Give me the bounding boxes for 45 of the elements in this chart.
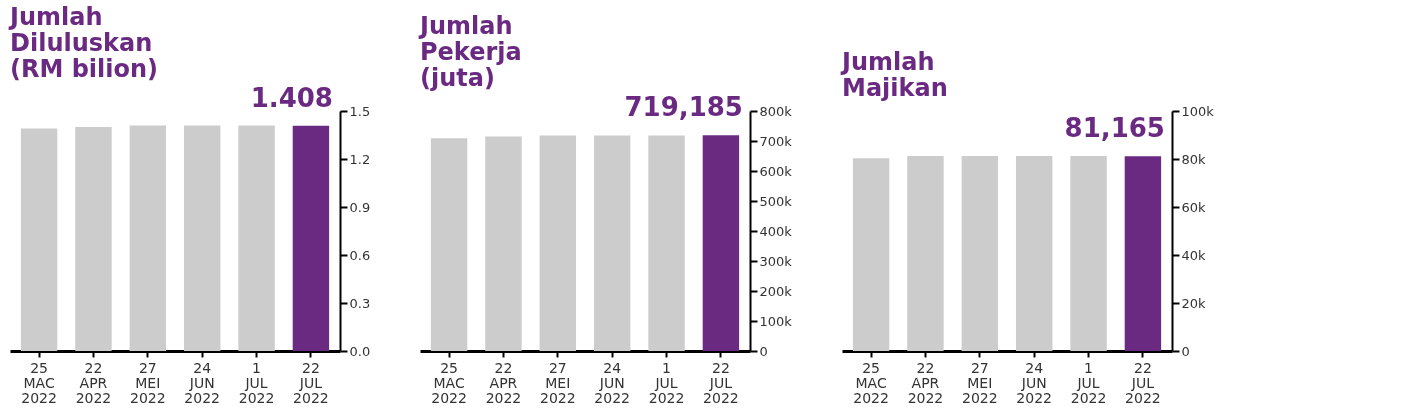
y-tick-label: 0.6 <box>349 247 371 263</box>
y-tick-label: 0.0 <box>349 343 371 359</box>
y-tick-label: 600k <box>759 163 793 179</box>
x-tick-label: 25 MAC 2022 <box>853 359 889 406</box>
y-tick-label: 300k <box>759 253 793 269</box>
y-tick-label: 80k <box>1181 151 1207 167</box>
y-tick-label: 60k <box>1181 199 1207 215</box>
y-tick-label: 0 <box>1181 343 1190 359</box>
x-tick-label: 27 MEI 2022 <box>540 359 576 406</box>
x-tick-label: 22 JUL 2022 <box>703 359 739 406</box>
x-tick-label: 25 MAC 2022 <box>21 359 57 406</box>
data-label: 1.408 <box>250 82 333 113</box>
x-tick-label: 27 MEI 2022 <box>130 359 166 406</box>
y-tick-label: 100k <box>759 313 793 329</box>
y-tick-label: 1.2 <box>349 151 371 167</box>
y-tick-label: 20k <box>1181 295 1207 311</box>
y-tick-label: 800k <box>759 103 793 119</box>
x-tick-label: 22 JUL 2022 <box>293 359 329 406</box>
y-tick-label: 0.3 <box>349 295 371 311</box>
x-tick-label: 22 APR 2022 <box>907 359 944 406</box>
y-tick-label: 500k <box>759 193 793 209</box>
chart-title: Jumlah Diluluskan (RM bilion) <box>8 2 159 83</box>
y-tick-label: 100k <box>1181 103 1215 119</box>
x-tick-label: 27 MEI 2022 <box>962 359 998 406</box>
y-tick-label: 200k <box>759 283 793 299</box>
y-tick-label: 0 <box>759 343 768 359</box>
y-tick-label: 0.9 <box>349 199 371 215</box>
x-tick-label: 22 JUL 2022 <box>1125 359 1161 406</box>
x-tick-label: 1 JUL 2022 <box>648 359 685 406</box>
x-tick-label: 25 MAC 2022 <box>431 359 467 406</box>
x-tick-label: 24 JUN 2022 <box>594 359 630 406</box>
chart-title: Jumlah Majikan <box>840 48 948 102</box>
y-tick-label: 40k <box>1181 247 1207 263</box>
y-tick-label: 700k <box>759 133 793 149</box>
x-tick-label: 24 JUN 2022 <box>1016 359 1052 406</box>
data-label: 81,165 <box>1064 113 1165 144</box>
chart-title: Jumlah Pekerja (juta) <box>418 12 522 93</box>
x-tick-label: 24 JUN 2022 <box>184 359 220 406</box>
x-tick-label: 22 APR 2022 <box>75 359 112 406</box>
y-tick-label: 1.5 <box>349 103 371 119</box>
x-tick-label: 1 JUL 2022 <box>238 359 275 406</box>
x-tick-label: 1 JUL 2022 <box>1070 359 1107 406</box>
x-tick-label: 22 APR 2022 <box>485 359 522 406</box>
data-label: 719,185 <box>624 92 743 123</box>
y-tick-label: 400k <box>759 223 793 239</box>
